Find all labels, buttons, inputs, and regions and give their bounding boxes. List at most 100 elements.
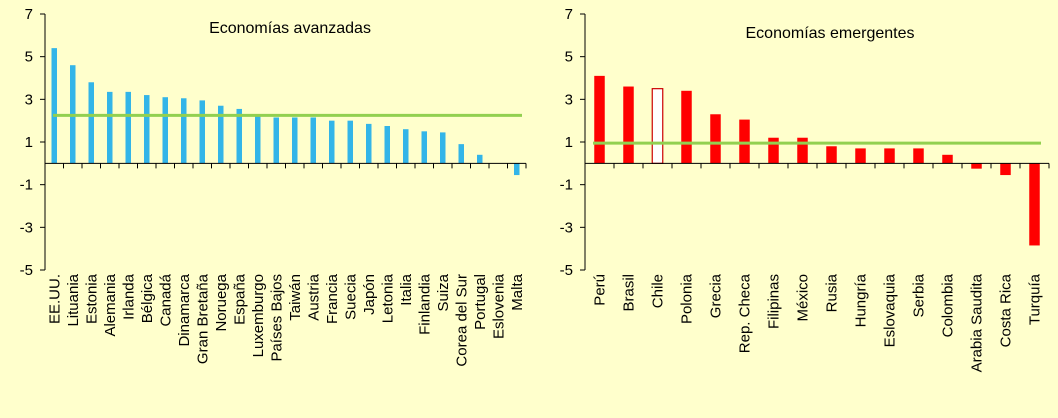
- bar-corea-del-sur: [458, 144, 464, 164]
- bar-costa-rica: [1000, 163, 1011, 176]
- bar-dinamarca: [181, 98, 187, 164]
- y-tick-label: 7: [25, 6, 33, 23]
- bar-italia: [403, 129, 409, 164]
- y-tick-label: -1: [560, 177, 573, 194]
- bar-polonia: [681, 90, 692, 164]
- category-label: Filipinas: [766, 274, 783, 329]
- y-tick-label: 5: [565, 49, 573, 66]
- category-label: Estonia: [83, 273, 100, 324]
- category-label: Bélgica: [139, 273, 156, 323]
- category-label: Japón: [361, 274, 378, 315]
- bar-filipinas: [768, 137, 779, 164]
- category-label: Eslovaquia: [882, 273, 899, 347]
- category-label: Lituania: [65, 273, 82, 326]
- bar-canadá: [162, 97, 168, 164]
- bar-hungría: [855, 148, 866, 164]
- bar-suecia: [347, 120, 353, 164]
- y-tick-label: -1: [20, 177, 33, 194]
- emerging-economies-panel: Economías emergentes -5 -3 -1 1 3 5 7 Perú Brasi…: [560, 6, 1050, 372]
- bar-finlandia: [421, 131, 427, 164]
- bar-méxico: [797, 137, 808, 164]
- category-label: Hungría: [853, 273, 870, 327]
- bar-suiza: [440, 132, 446, 164]
- bar-grecia: [710, 114, 721, 164]
- y-tick-label: -5: [560, 262, 573, 279]
- y-tick-label: 7: [565, 6, 573, 23]
- bar-arabia-saudita: [971, 163, 982, 169]
- category-label: Corea del Sur: [453, 274, 470, 367]
- bar-países-bajos: [273, 117, 279, 164]
- category-label: Brasil: [621, 274, 638, 312]
- category-label: Costa Rica: [998, 273, 1015, 347]
- category-label: Dinamarca: [176, 273, 193, 346]
- category-label: Letonia: [379, 273, 396, 323]
- category-label: EE.UU.: [46, 274, 63, 324]
- category-label: Chile: [650, 274, 667, 308]
- y-tick-label: 3: [565, 91, 573, 108]
- category-label: Arabia Saudita: [969, 273, 986, 372]
- category-label: Austria: [305, 273, 322, 320]
- bar-bélgica: [144, 95, 150, 164]
- bar-austria: [310, 117, 316, 164]
- bar-irlanda: [125, 91, 131, 164]
- category-label: Perú: [592, 274, 609, 306]
- category-label: Países Bajos: [268, 274, 285, 362]
- category-label: Polonia: [679, 273, 696, 324]
- bar-españa: [236, 108, 242, 164]
- category-label: Serbia: [911, 273, 928, 317]
- category-label: Portugal: [472, 274, 489, 330]
- y-tick-label: 3: [25, 91, 33, 108]
- y-tick-label: -5: [20, 262, 33, 279]
- bar-serbia: [913, 148, 924, 164]
- category-label: Luxemburgo: [250, 274, 267, 357]
- bar-luxemburgo: [255, 116, 261, 164]
- bar-malta: [514, 163, 520, 176]
- bar-japón: [366, 123, 372, 164]
- category-label: Malta: [509, 273, 526, 310]
- category-label: Eslovenia: [490, 273, 507, 339]
- category-label: Colombia: [940, 273, 957, 337]
- emerging-economies-title: Economías emergentes: [746, 25, 915, 42]
- bar-letonia: [384, 126, 390, 164]
- category-label: Suecia: [342, 273, 359, 320]
- category-label: Rusia: [824, 273, 841, 312]
- category-label: Francia: [324, 273, 341, 324]
- category-label: Alemania: [102, 273, 119, 336]
- category-label: Noruega: [213, 273, 230, 331]
- bar-estonia: [88, 82, 94, 164]
- bar-gran-bretaña: [199, 100, 205, 164]
- bar-taiwán: [292, 117, 298, 164]
- category-label: Rep. Checa: [737, 273, 754, 353]
- category-label: España: [231, 273, 248, 325]
- bar-colombia: [942, 154, 953, 164]
- advanced-economies-panel: Economías avanzadas -5 -3 -1 1 3 5 7 EE.UU. Litu…: [20, 6, 527, 367]
- y-tick-label: 1: [25, 134, 33, 151]
- bar-brasil: [623, 86, 634, 164]
- y-tick-label: -3: [20, 219, 33, 236]
- category-label: Grecia: [708, 273, 725, 318]
- bar-ee-uu-: [51, 48, 57, 164]
- category-label: Italia: [398, 273, 415, 305]
- y-tick-label: 5: [25, 49, 33, 66]
- advanced-economies-title: Economías avanzadas: [209, 20, 371, 37]
- bar-alemania: [107, 91, 113, 164]
- category-label: Irlanda: [120, 273, 137, 320]
- category-label: Canadá: [157, 273, 174, 326]
- bar-portugal: [477, 154, 483, 164]
- bar-chile: [651, 88, 664, 164]
- bar-perú: [594, 75, 605, 164]
- y-tick-label: 1: [565, 134, 573, 151]
- category-label: Taiwán: [287, 274, 304, 321]
- category-label: Suiza: [435, 273, 452, 311]
- bar-rusia: [826, 146, 837, 164]
- bar-eslovaquia: [884, 148, 895, 164]
- bar-francia: [329, 120, 335, 164]
- category-label: Turquía: [1027, 273, 1044, 325]
- bar-turquía: [1029, 163, 1040, 246]
- category-label: Finlandia: [416, 273, 433, 335]
- bar-rep-checa: [739, 119, 750, 164]
- y-tick-label: -3: [560, 219, 573, 236]
- bar-noruega: [218, 105, 224, 164]
